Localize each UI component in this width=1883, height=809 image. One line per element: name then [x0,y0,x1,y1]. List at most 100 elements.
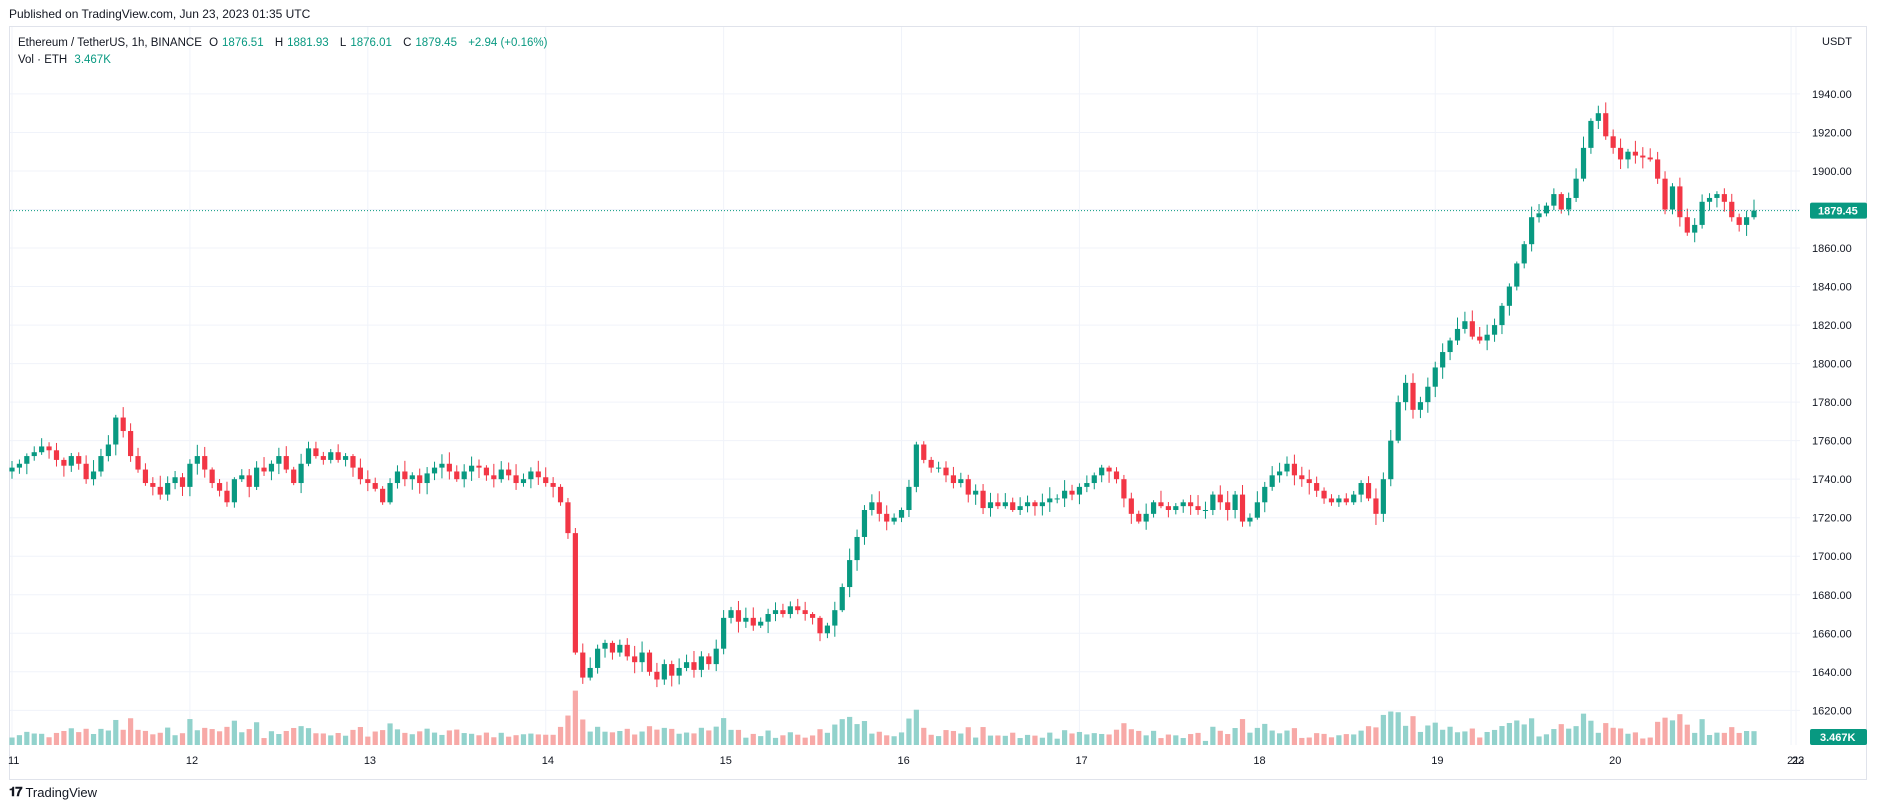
volume-bar [1032,735,1038,745]
candle-body [898,510,905,518]
volume-bar [357,727,363,745]
candle-body [483,467,490,476]
volume-bar [1640,738,1646,745]
volume-bar [1729,727,1735,745]
candle-body [1706,197,1713,202]
volume-bar [402,732,408,745]
candle-body [1580,147,1587,179]
volume-bar [1321,733,1327,745]
volume-bar [1721,732,1727,745]
candle-body [431,467,438,474]
y-tick-label: 1800.00 [1812,359,1852,371]
footer-brand-text: TradingView [25,784,98,800]
volume-bar [1232,728,1238,745]
candle-body [1232,494,1238,510]
candle-body [1091,475,1097,484]
volume-bar [795,734,801,745]
candle-body [1729,201,1735,218]
volume-bar [476,735,482,745]
volume-bar [231,720,237,745]
last-price-badge [1810,202,1867,219]
candle-body [1202,510,1209,511]
candle-body [187,463,193,487]
volume-bar [246,729,252,745]
candle-body [854,536,860,561]
volume-bar [380,730,386,745]
candle-body [861,510,868,537]
volume-bar [758,736,764,745]
volume-bar [498,732,504,745]
volume-bar [654,729,660,745]
candle-body [365,479,371,484]
candle-body [1321,490,1327,499]
volume-bar [1002,735,1008,745]
volume-bar [1588,720,1594,745]
candle-body [780,610,786,615]
last-volume-badge [1810,729,1867,745]
volume-bar [172,735,178,745]
candle-body [1336,498,1342,503]
volume-bar [483,732,490,745]
candle-body [839,587,845,611]
volume-bar [587,731,593,745]
footer-brand[interactable]: 𝟏𝟕 TradingView [9,784,97,800]
last-price-label: 1879.45 [1818,206,1858,218]
candle-body [809,614,816,618]
volume-bar [53,732,60,745]
candle-body [53,450,60,460]
volume-bar [328,735,334,745]
volume-bar [854,724,860,745]
volume-bar [1239,719,1246,745]
volume-bar [1388,711,1394,745]
volume-bar [1521,724,1527,745]
volume-bar [824,732,830,745]
candle-body [876,502,882,514]
volume-label[interactable]: Vol · ETH [18,54,68,66]
candle-body [646,652,653,672]
volume-bar [750,733,756,745]
candle-body [424,473,430,484]
y-tick-label: 1840.00 [1812,282,1852,294]
y-tick-label: 1680.00 [1812,590,1852,602]
x-tick-label: 21 [1787,755,1799,767]
candle-body [1039,502,1045,507]
candle-body [291,469,297,484]
x-tick-label: 22 [1792,755,1804,767]
volume-bar [809,735,816,745]
volume-bar [1314,733,1320,745]
symbol-title[interactable]: Ethereum / TetherUS, 1h, BINANCE [18,37,202,49]
candle-body [239,475,245,480]
volume-bar [513,735,519,745]
candle-body [1454,328,1461,341]
y-tick-label: 1640.00 [1812,667,1852,679]
volume-bar [580,719,586,745]
volume-bar [1425,725,1431,745]
candle-body [624,644,630,657]
volume-bar [1632,732,1638,745]
volume-bar [721,718,727,745]
candle-body [1054,498,1060,500]
candle-body [446,463,452,472]
volume-bar [1736,732,1742,745]
volume-bar [780,735,786,745]
volume-bar [1254,727,1260,745]
candles [9,102,1757,688]
volume-bar [1625,733,1631,745]
volume-bar [1247,732,1253,745]
candle-body [1158,502,1164,507]
low-label: L [339,37,347,49]
volume-bar [283,730,289,745]
candle-body [1714,194,1720,198]
candle-body [1024,502,1031,507]
candle-body [1395,402,1401,441]
candle-body [1536,213,1542,218]
volume-bar [313,733,319,745]
volume-bar [936,736,942,745]
volume-bar [305,728,312,745]
volume-bar [9,737,15,745]
x-tick-label: 19 [1431,755,1443,767]
volume-bar [706,730,712,745]
candle-body [1432,367,1438,387]
candle-body [713,648,719,665]
